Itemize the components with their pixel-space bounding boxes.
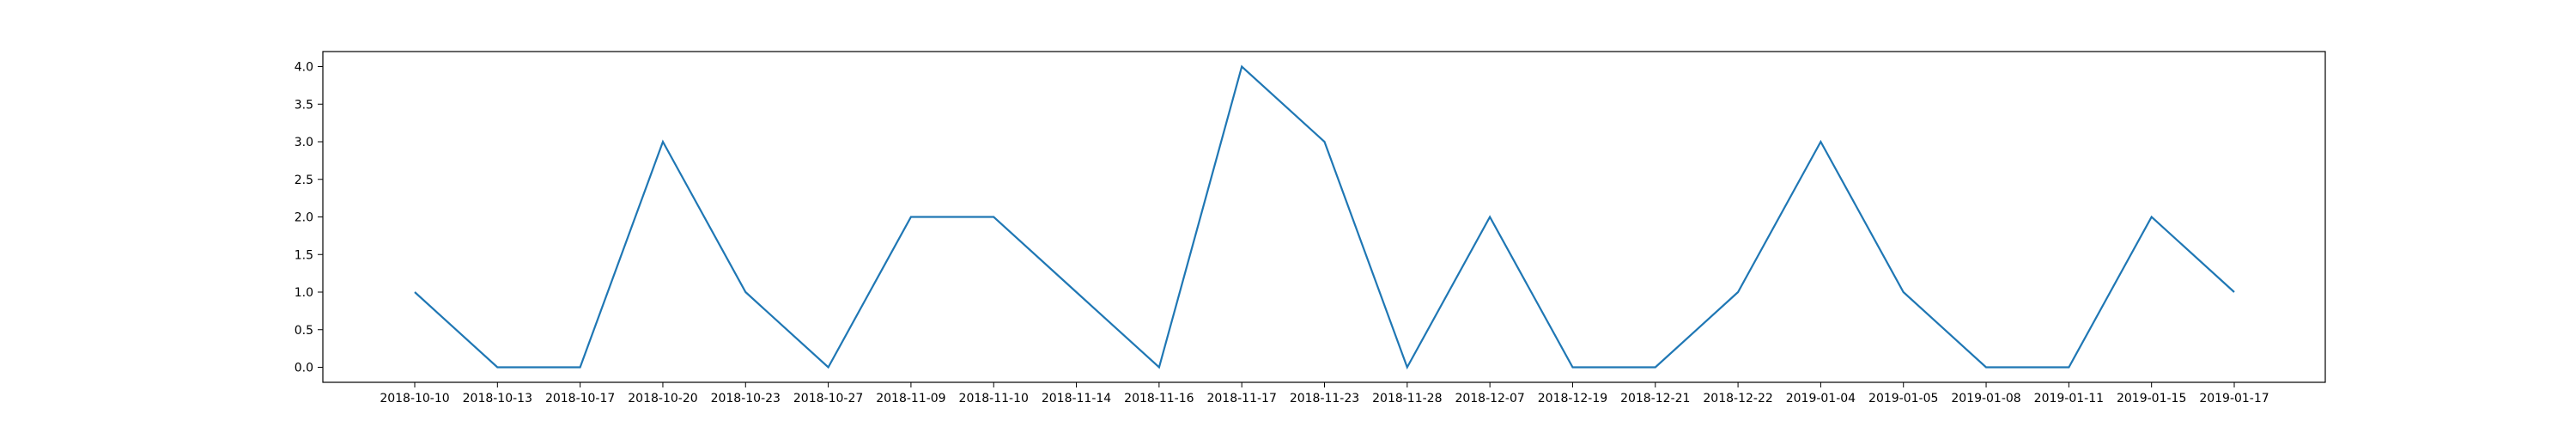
plot-area xyxy=(323,52,2325,382)
x-tick-label: 2018-10-23 xyxy=(711,392,781,406)
x-tick-label: 2018-10-20 xyxy=(628,392,697,406)
x-tick-label: 2018-10-17 xyxy=(545,392,615,406)
x-tick-label: 2018-10-13 xyxy=(463,392,532,406)
y-tick-label: 3.5 xyxy=(295,98,313,112)
x-tick-label: 2018-10-27 xyxy=(793,392,863,406)
y-tick-label: 0.5 xyxy=(295,324,313,338)
y-axis: 0.0 0.5 1.0 1.5 2.0 2.5 3.0 3.5 4.0 xyxy=(295,61,323,375)
x-tick-label: 2018-11-09 xyxy=(876,392,945,406)
x-tick-label: 2018-11-28 xyxy=(1372,392,1442,406)
x-tick-label: 2019-01-11 xyxy=(2034,392,2104,406)
y-tick-label: 1.0 xyxy=(295,286,313,300)
x-tick-label: 2018-10-10 xyxy=(380,392,449,406)
y-tick-label: 2.0 xyxy=(295,211,313,225)
y-tick-label: 0.0 xyxy=(295,362,313,375)
x-tick-label: 2018-11-10 xyxy=(959,392,1029,406)
x-tick-label: 2018-11-14 xyxy=(1042,392,1111,406)
y-tick-label: 2.5 xyxy=(295,174,313,187)
x-axis: 2018-10-10 2018-10-13 2018-10-17 2018-10-20… xyxy=(380,382,2269,406)
x-tick-label: 2018-12-07 xyxy=(1455,392,1524,406)
x-tick-label: 2019-01-08 xyxy=(1951,392,2020,406)
x-tick-label: 2019-01-04 xyxy=(1786,392,1856,406)
x-tick-label: 2018-12-21 xyxy=(1620,392,1690,406)
x-tick-label: 2019-01-17 xyxy=(2199,392,2269,406)
x-tick-label: 2019-01-15 xyxy=(2117,392,2186,406)
y-tick-label: 1.5 xyxy=(295,248,313,262)
y-tick-label: 3.0 xyxy=(295,136,313,149)
x-tick-label: 2018-11-17 xyxy=(1206,392,1276,406)
x-tick-label: 2018-12-22 xyxy=(1703,392,1772,406)
x-tick-label: 2018-11-23 xyxy=(1290,392,1359,406)
x-tick-label: 2019-01-05 xyxy=(1868,392,1938,406)
y-tick-label: 4.0 xyxy=(295,61,313,75)
x-tick-label: 2018-12-19 xyxy=(1538,392,1607,406)
x-tick-label: 2018-11-16 xyxy=(1124,392,1194,406)
